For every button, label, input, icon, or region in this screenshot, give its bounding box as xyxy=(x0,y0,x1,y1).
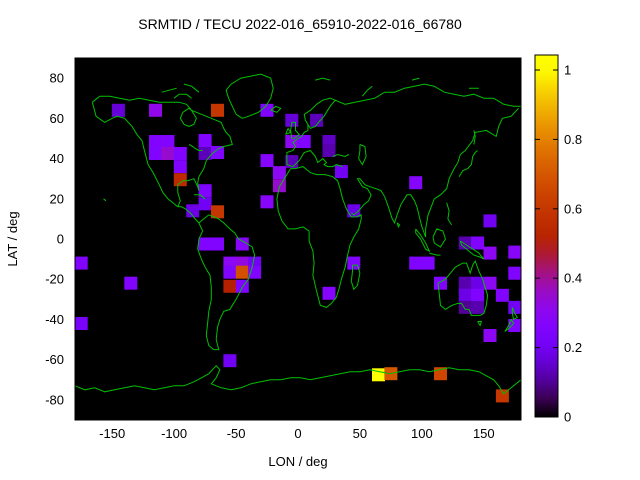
data-cell xyxy=(372,368,385,382)
colorbar-tick-labels: 0 0.2 0.4 0.6 0.8 1 xyxy=(564,63,582,425)
plot-border xyxy=(74,57,522,421)
data-cell xyxy=(260,195,274,209)
data-cell xyxy=(471,288,485,302)
colorbar-border xyxy=(534,54,559,418)
data-cell xyxy=(248,265,262,279)
data-cell xyxy=(483,276,497,290)
data-cell xyxy=(483,246,497,260)
data-cell xyxy=(260,154,274,168)
coastlines-layer xyxy=(75,73,521,395)
y-tick-label: 80 xyxy=(50,71,64,86)
x-tick-label: 100 xyxy=(411,426,433,441)
colorbar-gradient xyxy=(535,55,558,417)
chart-title: SRMTID / TECU 2022-016_65910-2022-016_66… xyxy=(138,16,462,32)
data-cell xyxy=(458,276,472,290)
y-axis-label: LAT / deg xyxy=(5,211,20,266)
data-cell xyxy=(508,245,521,259)
data-cell xyxy=(235,237,249,251)
data-cell xyxy=(111,103,125,117)
data-cell xyxy=(434,276,447,290)
data-cell xyxy=(471,236,485,250)
data-cell xyxy=(310,113,324,127)
data-cell xyxy=(223,279,237,293)
data-points-layer xyxy=(75,103,521,403)
data-cell xyxy=(409,256,423,270)
data-cell xyxy=(322,286,336,300)
data-cell xyxy=(347,256,361,270)
data-cell xyxy=(508,319,521,332)
colorbar-tick-label: 0.6 xyxy=(564,201,582,216)
y-tick-label: -60 xyxy=(45,352,64,367)
y-tick-label: -40 xyxy=(45,312,64,327)
data-cell xyxy=(161,135,175,148)
data-cell xyxy=(149,135,162,148)
data-cell xyxy=(297,135,311,148)
x-tick-label: -50 xyxy=(227,426,246,441)
y-tick-label: -80 xyxy=(45,392,64,407)
data-cell xyxy=(124,276,138,290)
data-cell xyxy=(173,173,187,187)
data-cell xyxy=(508,266,521,280)
data-cell xyxy=(161,147,175,160)
data-cell xyxy=(471,300,485,314)
data-cell xyxy=(211,146,224,159)
data-cell xyxy=(495,288,509,302)
colorbar: 0 0.2 0.4 0.6 0.8 1 xyxy=(534,54,582,425)
data-cell xyxy=(211,237,224,251)
y-tick-label: -20 xyxy=(45,272,64,287)
data-cell xyxy=(173,160,187,174)
data-cell xyxy=(198,237,212,251)
x-axis-label: LON / deg xyxy=(268,454,327,469)
data-cell xyxy=(186,204,200,218)
colorbar-tick-label: 1 xyxy=(564,63,571,78)
data-cell xyxy=(334,165,348,179)
data-cell xyxy=(458,288,472,302)
x-tick-label: 0 xyxy=(294,426,301,441)
data-cell xyxy=(409,176,423,190)
y-tick-label: 20 xyxy=(50,191,64,206)
data-cell xyxy=(198,197,212,211)
y-axis-tick-labels: -80 -60 -40 -20 0 20 40 60 80 xyxy=(45,71,64,408)
x-axis-tick-labels: -150 -100 -50 0 50 100 150 xyxy=(99,426,494,441)
data-cell xyxy=(198,134,212,147)
map-background xyxy=(75,58,521,420)
data-cell xyxy=(223,265,237,279)
data-cell xyxy=(211,205,224,219)
data-cell xyxy=(260,103,274,117)
x-tick-label: -150 xyxy=(99,426,125,441)
x-tick-label: 50 xyxy=(353,426,367,441)
data-cell xyxy=(483,329,497,342)
y-tick-label: 40 xyxy=(50,151,64,166)
data-cell xyxy=(149,103,162,117)
colorbar-tick-label: 0.2 xyxy=(564,340,582,355)
colorbar-tick-label: 0.8 xyxy=(564,132,582,147)
data-cell xyxy=(272,179,286,193)
data-cell xyxy=(508,300,521,314)
data-cell xyxy=(235,265,249,279)
data-cell xyxy=(421,256,435,270)
x-tick-label: 150 xyxy=(473,426,495,441)
data-cell xyxy=(149,147,162,160)
data-cell xyxy=(223,354,237,368)
data-cell xyxy=(322,144,336,157)
data-cell xyxy=(483,214,497,228)
data-cell xyxy=(272,166,286,180)
colorbar-tick-label: 0 xyxy=(564,410,571,425)
data-cell xyxy=(173,147,187,160)
colorbar-tick-label: 0.4 xyxy=(564,271,582,286)
y-tick-label: 0 xyxy=(57,232,64,247)
x-tick-label: -100 xyxy=(161,426,187,441)
data-cell xyxy=(211,103,224,117)
colorbar-ticks xyxy=(535,69,558,418)
data-cell xyxy=(347,204,361,218)
y-tick-label: 60 xyxy=(50,111,64,126)
data-cell xyxy=(75,317,88,330)
data-cell xyxy=(198,147,212,160)
world-coastline xyxy=(75,73,521,395)
data-cell xyxy=(198,184,212,198)
data-cell xyxy=(75,256,88,270)
data-cell xyxy=(471,276,485,290)
